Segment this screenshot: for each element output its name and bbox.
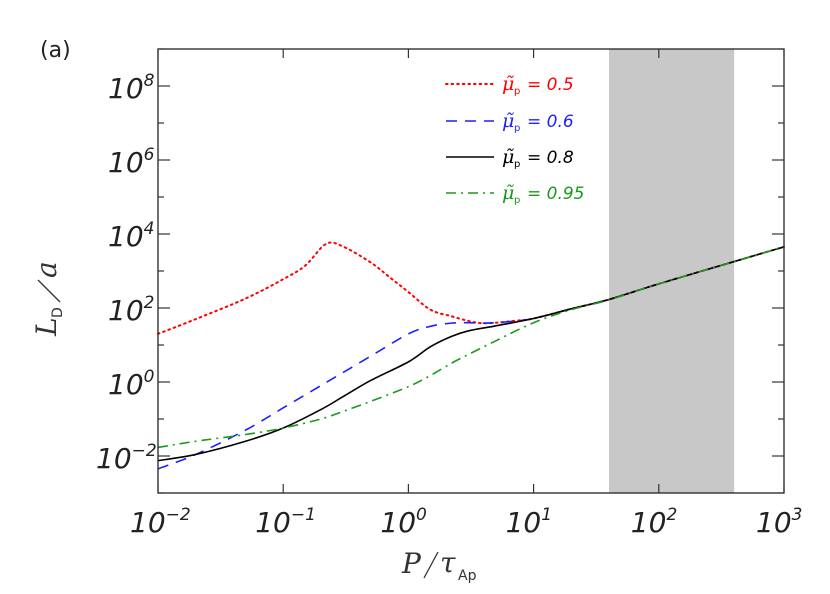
x-tick-label: 102 [631, 505, 677, 539]
svg-text:p: p [514, 159, 520, 170]
x-tick-label: 101 [506, 505, 552, 539]
y-tick-label: 10−2 [96, 441, 157, 475]
svg-text:μ̃: μ̃ [502, 182, 514, 204]
svg-text:μ̃: μ̃ [502, 110, 514, 132]
legend-item-1: μ̃ p = 0.6 [446, 110, 574, 134]
svg-text:P: P [401, 547, 422, 580]
x-tick-label: 10−2 [130, 505, 191, 539]
panel-label: (a) [40, 38, 71, 63]
svg-text:= 0.95: = 0.95 [527, 184, 585, 204]
y-tick-label: 104 [108, 219, 154, 253]
series-line-1 [157, 246, 785, 470]
shaded-band [608, 49, 735, 493]
svg-text:p: p [514, 86, 520, 97]
data-series [157, 241, 785, 470]
svg-text:D: D [50, 307, 66, 318]
svg-text:L: L [30, 317, 63, 337]
y-axis-title: L D a [30, 261, 66, 337]
x-tick-label: 10−1 [255, 505, 316, 539]
svg-text:μ̃: μ̃ [502, 146, 514, 168]
legend-item-2: μ̃ p = 0.8 [446, 146, 574, 170]
svg-text:= 0.8: = 0.8 [527, 148, 574, 168]
axis-ticks [157, 48, 785, 494]
svg-text:= 0.5: = 0.5 [527, 75, 574, 95]
x-axis-title: P τ Ap [401, 546, 477, 584]
svg-text:= 0.6: = 0.6 [527, 112, 574, 132]
series-line-0 [157, 241, 785, 335]
y-tick-labels: 10−2 100 102 104 106 108 [96, 71, 157, 475]
svg-text:τ: τ [440, 546, 456, 579]
svg-text:Ap: Ap [458, 568, 477, 584]
y-tick-label: 102 [108, 293, 154, 327]
legend-item-0: μ̃ p = 0.5 [445, 73, 574, 97]
legend: μ̃ p = 0.5μ̃ p = 0.6μ̃ p = 0.8μ̃ p = 0.95 [445, 73, 585, 206]
legend-item-3: μ̃ p = 0.95 [446, 182, 585, 206]
x-tick-label: 103 [756, 505, 802, 539]
svg-text:p: p [514, 123, 520, 134]
y-tick-label: 100 [108, 367, 154, 401]
svg-text:p: p [514, 195, 520, 206]
y-tick-label: 106 [108, 145, 155, 179]
x-tick-label: 100 [380, 505, 426, 539]
y-tick-label: 108 [108, 71, 155, 105]
x-tick-labels: 10−2 10−1 100 101 102 103 [130, 505, 802, 539]
svg-text:μ̃: μ̃ [502, 73, 514, 95]
shaded-region [608, 49, 735, 493]
svg-text:a: a [30, 261, 63, 278]
series-line-3 [157, 246, 785, 449]
